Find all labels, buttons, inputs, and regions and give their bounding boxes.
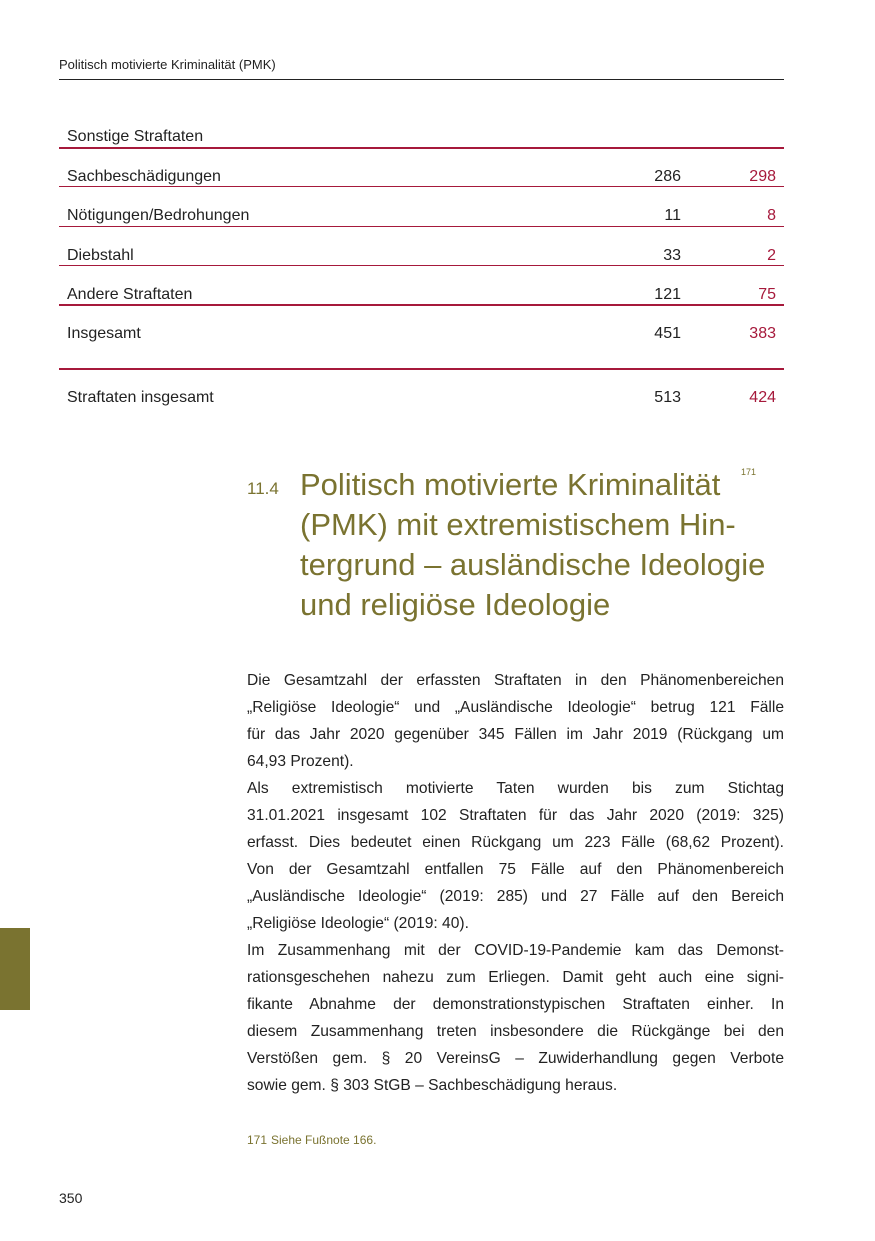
row-label: Straftaten insgesamt bbox=[67, 389, 214, 406]
value-2019: 513 bbox=[654, 389, 681, 406]
value-2020: 383 bbox=[749, 325, 776, 343]
footnote-ref: 171 bbox=[741, 467, 757, 477]
footnote-text: Siehe Fußnote 166. bbox=[271, 1133, 377, 1147]
body-line: erfasst. Dies bedeutet einen Rückgang um… bbox=[247, 834, 784, 851]
section-title-line: tergrund – ausländische Ideologie bbox=[300, 547, 766, 582]
row-rule bbox=[59, 264, 784, 266]
body-line: Verstößen gem. § 20 VereinsG – Zuwiderha… bbox=[247, 1050, 784, 1067]
row-rule bbox=[59, 225, 784, 227]
body-line: Im Zusammenhang mit der COVID-19-Pandemi… bbox=[247, 942, 784, 959]
body-line: Von der Gesamtzahl entfallen 75 Fälle au… bbox=[247, 861, 784, 878]
body-line: rationsgeschehen nahezu zum Erliegen. Da… bbox=[247, 969, 784, 986]
side-tab bbox=[0, 928, 30, 1010]
row-label: Nötigungen/Bedrohungen bbox=[67, 207, 250, 225]
row-label: Diebstahl bbox=[67, 246, 134, 264]
section-title-line: und religiöse Ideologie bbox=[300, 587, 611, 622]
body-line: diesem Zusammenhang treten insbesondere … bbox=[247, 1023, 784, 1040]
footnote-number: 171 bbox=[247, 1133, 268, 1147]
running-header: Politisch motivierte Kriminalität (PMK) bbox=[59, 57, 276, 72]
body-line: Als extremistisch motivierte Taten wurde… bbox=[247, 780, 784, 797]
section-title-line: Politisch motivierte Kriminalität bbox=[300, 467, 721, 502]
row-label: Insgesamt bbox=[67, 325, 141, 343]
value-2020: 424 bbox=[749, 389, 776, 406]
body-line: „Religiöse Ideologie“ und „Ausländische … bbox=[247, 699, 784, 716]
value-2020: 8 bbox=[767, 207, 776, 225]
page-number: 350 bbox=[59, 1190, 83, 1206]
row-rule bbox=[59, 147, 784, 149]
value-2020: 298 bbox=[749, 168, 776, 185]
row-label: Andere Straftaten bbox=[67, 285, 193, 303]
body-line: sowie gem. § 303 StGB – Sachbeschädigung… bbox=[247, 1077, 618, 1094]
body-line: „Ausländische Ideologie“ (2019: 285) und… bbox=[247, 888, 784, 905]
header-rule bbox=[59, 79, 784, 80]
body-line: 31.01.2021 insgesamt 102 Straftaten für … bbox=[247, 807, 784, 824]
value-2019: 33 bbox=[663, 246, 681, 264]
value-2019: 11 bbox=[664, 207, 681, 225]
body-line: Die Gesamtzahl der erfassten Straftaten … bbox=[247, 672, 784, 689]
value-2019: 286 bbox=[654, 168, 681, 185]
row-rule bbox=[59, 186, 784, 188]
section-title-line: (PMK) mit extremistischem Hin- bbox=[300, 507, 736, 542]
row-rule bbox=[59, 368, 784, 370]
row-rule bbox=[59, 304, 784, 307]
body-line: fikante Abnahme der demonstrationstypisc… bbox=[247, 996, 784, 1013]
value-2020: 2 bbox=[767, 246, 776, 264]
value-2019: 451 bbox=[654, 325, 681, 343]
body-line: für das Jahr 2020 gegenüber 345 Fällen i… bbox=[247, 726, 784, 743]
value-2020: 75 bbox=[758, 285, 776, 303]
table-caption: Sonstige Straftaten bbox=[67, 128, 204, 145]
body-line: „Religiöse Ideologie“ (2019: 40). bbox=[247, 915, 469, 932]
row-label: Sachbeschädigungen bbox=[67, 168, 221, 185]
value-2019: 121 bbox=[654, 285, 681, 303]
body-line: 64,93 Prozent). bbox=[247, 753, 354, 770]
section-number: 11.4 bbox=[247, 479, 279, 498]
